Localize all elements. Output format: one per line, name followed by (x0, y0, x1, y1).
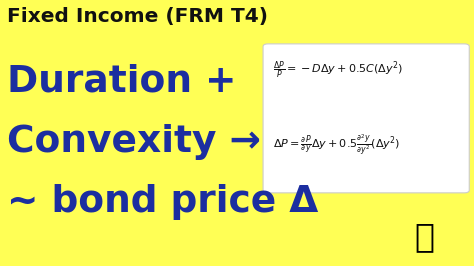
Text: Duration +: Duration + (7, 64, 237, 100)
FancyBboxPatch shape (263, 44, 469, 193)
Text: 🐢: 🐢 (414, 220, 434, 253)
Text: $\frac{\Delta P}{P} = -D\Delta y + 0.5C(\Delta y^2)$: $\frac{\Delta P}{P} = -D\Delta y + 0.5C(… (273, 60, 403, 81)
Text: Fixed Income (FRM T4): Fixed Income (FRM T4) (7, 7, 268, 26)
Text: $\Delta P = \frac{\partial P}{\partial y}\Delta y + 0.5\frac{\partial^2 y}{\part: $\Delta P = \frac{\partial P}{\partial y… (273, 133, 400, 158)
Text: ~ bond price Δ: ~ bond price Δ (7, 184, 319, 219)
Text: Convexity →: Convexity → (7, 124, 261, 160)
